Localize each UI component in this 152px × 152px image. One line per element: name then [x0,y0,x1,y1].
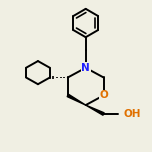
Text: N: N [81,63,90,73]
Polygon shape [86,105,104,115]
Text: O: O [99,90,108,100]
Text: OH: OH [123,109,140,119]
Polygon shape [67,94,86,105]
